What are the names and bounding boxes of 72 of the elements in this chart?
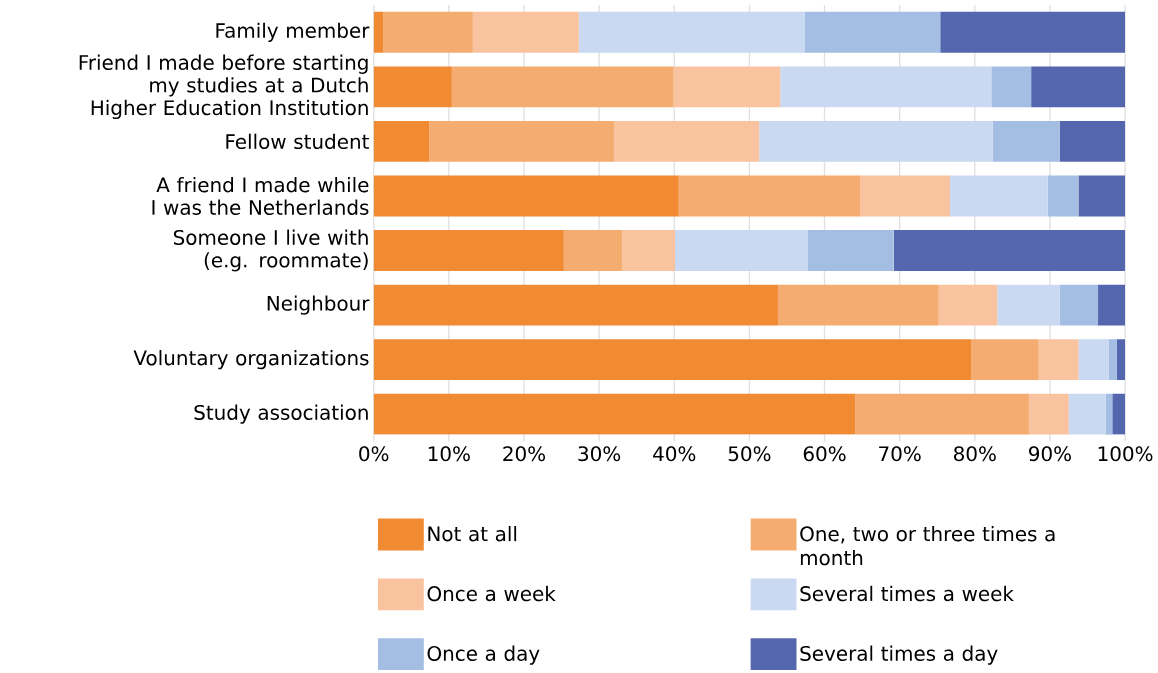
bar <box>1116 339 1126 381</box>
x-tick-label: 50% <box>728 446 771 462</box>
bar <box>759 121 993 162</box>
x-tick-label: 20% <box>503 446 546 462</box>
bar <box>373 284 778 326</box>
bar <box>383 11 473 53</box>
legend-label: Several times a day <box>800 645 998 665</box>
bar <box>1078 339 1109 381</box>
bar <box>373 230 564 272</box>
bar <box>991 66 1032 108</box>
bar <box>860 175 951 217</box>
bar <box>893 230 1126 272</box>
bar <box>578 11 805 53</box>
bar <box>563 230 623 272</box>
bar <box>855 393 1029 435</box>
x-tick-label: 10% <box>428 446 470 462</box>
bar <box>614 121 760 162</box>
bar <box>678 175 861 217</box>
bar <box>997 284 1060 326</box>
y-tick-label: Study association <box>194 404 368 424</box>
bar <box>373 175 679 217</box>
bar <box>992 121 1060 162</box>
bar <box>675 230 808 272</box>
y-tick-label: Family member <box>216 22 370 43</box>
bar <box>950 175 1048 217</box>
legend-label: Not at all <box>428 526 517 542</box>
bar <box>1108 339 1117 381</box>
legend-label: Several times a week <box>800 585 1014 602</box>
bar <box>971 339 1039 381</box>
bar <box>373 339 972 381</box>
bar <box>673 66 781 108</box>
bar <box>373 393 856 435</box>
bar <box>777 284 939 326</box>
bar <box>1112 393 1126 435</box>
x-tick-label: 90% <box>1029 446 1071 462</box>
bar <box>622 230 676 272</box>
bar <box>1098 284 1126 326</box>
bar <box>1028 393 1069 435</box>
legend-label: Once a day <box>427 645 540 665</box>
bar <box>804 11 941 53</box>
bar <box>472 11 579 53</box>
y-tick-label: A friend I made while I was the Netherlands <box>152 177 369 216</box>
x-tick-label: 40% <box>653 446 696 462</box>
y-tick-label: Friend I made before starting my studies at a Dutch Higher Education Institution <box>79 54 368 120</box>
bar <box>780 66 992 108</box>
x-tick-label: 100% <box>1098 446 1153 462</box>
bar <box>1031 66 1126 108</box>
bar <box>373 11 384 53</box>
y-tick-label: Fellow student <box>226 133 369 150</box>
bar <box>451 66 674 108</box>
y-tick-label: Someone I live with (e.g. roommate) <box>173 229 368 272</box>
legend-label: One, two or three times a month <box>800 526 1055 566</box>
y-tick-label: Voluntary organizations <box>133 350 369 370</box>
bar <box>940 11 1126 53</box>
x-tick-label: 60% <box>803 446 846 462</box>
bar <box>429 121 615 162</box>
bar <box>1059 284 1099 326</box>
bar <box>938 284 998 326</box>
x-tick-label: 80% <box>954 446 996 462</box>
bar <box>1038 339 1079 381</box>
y-tick-label: Neighbour <box>267 295 370 315</box>
bar <box>1078 175 1126 217</box>
bar <box>1047 175 1079 217</box>
x-tick-label: 70% <box>879 446 921 462</box>
x-tick-label: 30% <box>578 446 621 462</box>
bar <box>373 121 430 162</box>
x-tick-label: 0% <box>359 446 389 462</box>
bar <box>1068 393 1106 435</box>
bar <box>808 230 894 272</box>
legend-label: Once a week <box>427 585 556 602</box>
bar <box>1059 121 1126 162</box>
bar <box>373 66 452 108</box>
